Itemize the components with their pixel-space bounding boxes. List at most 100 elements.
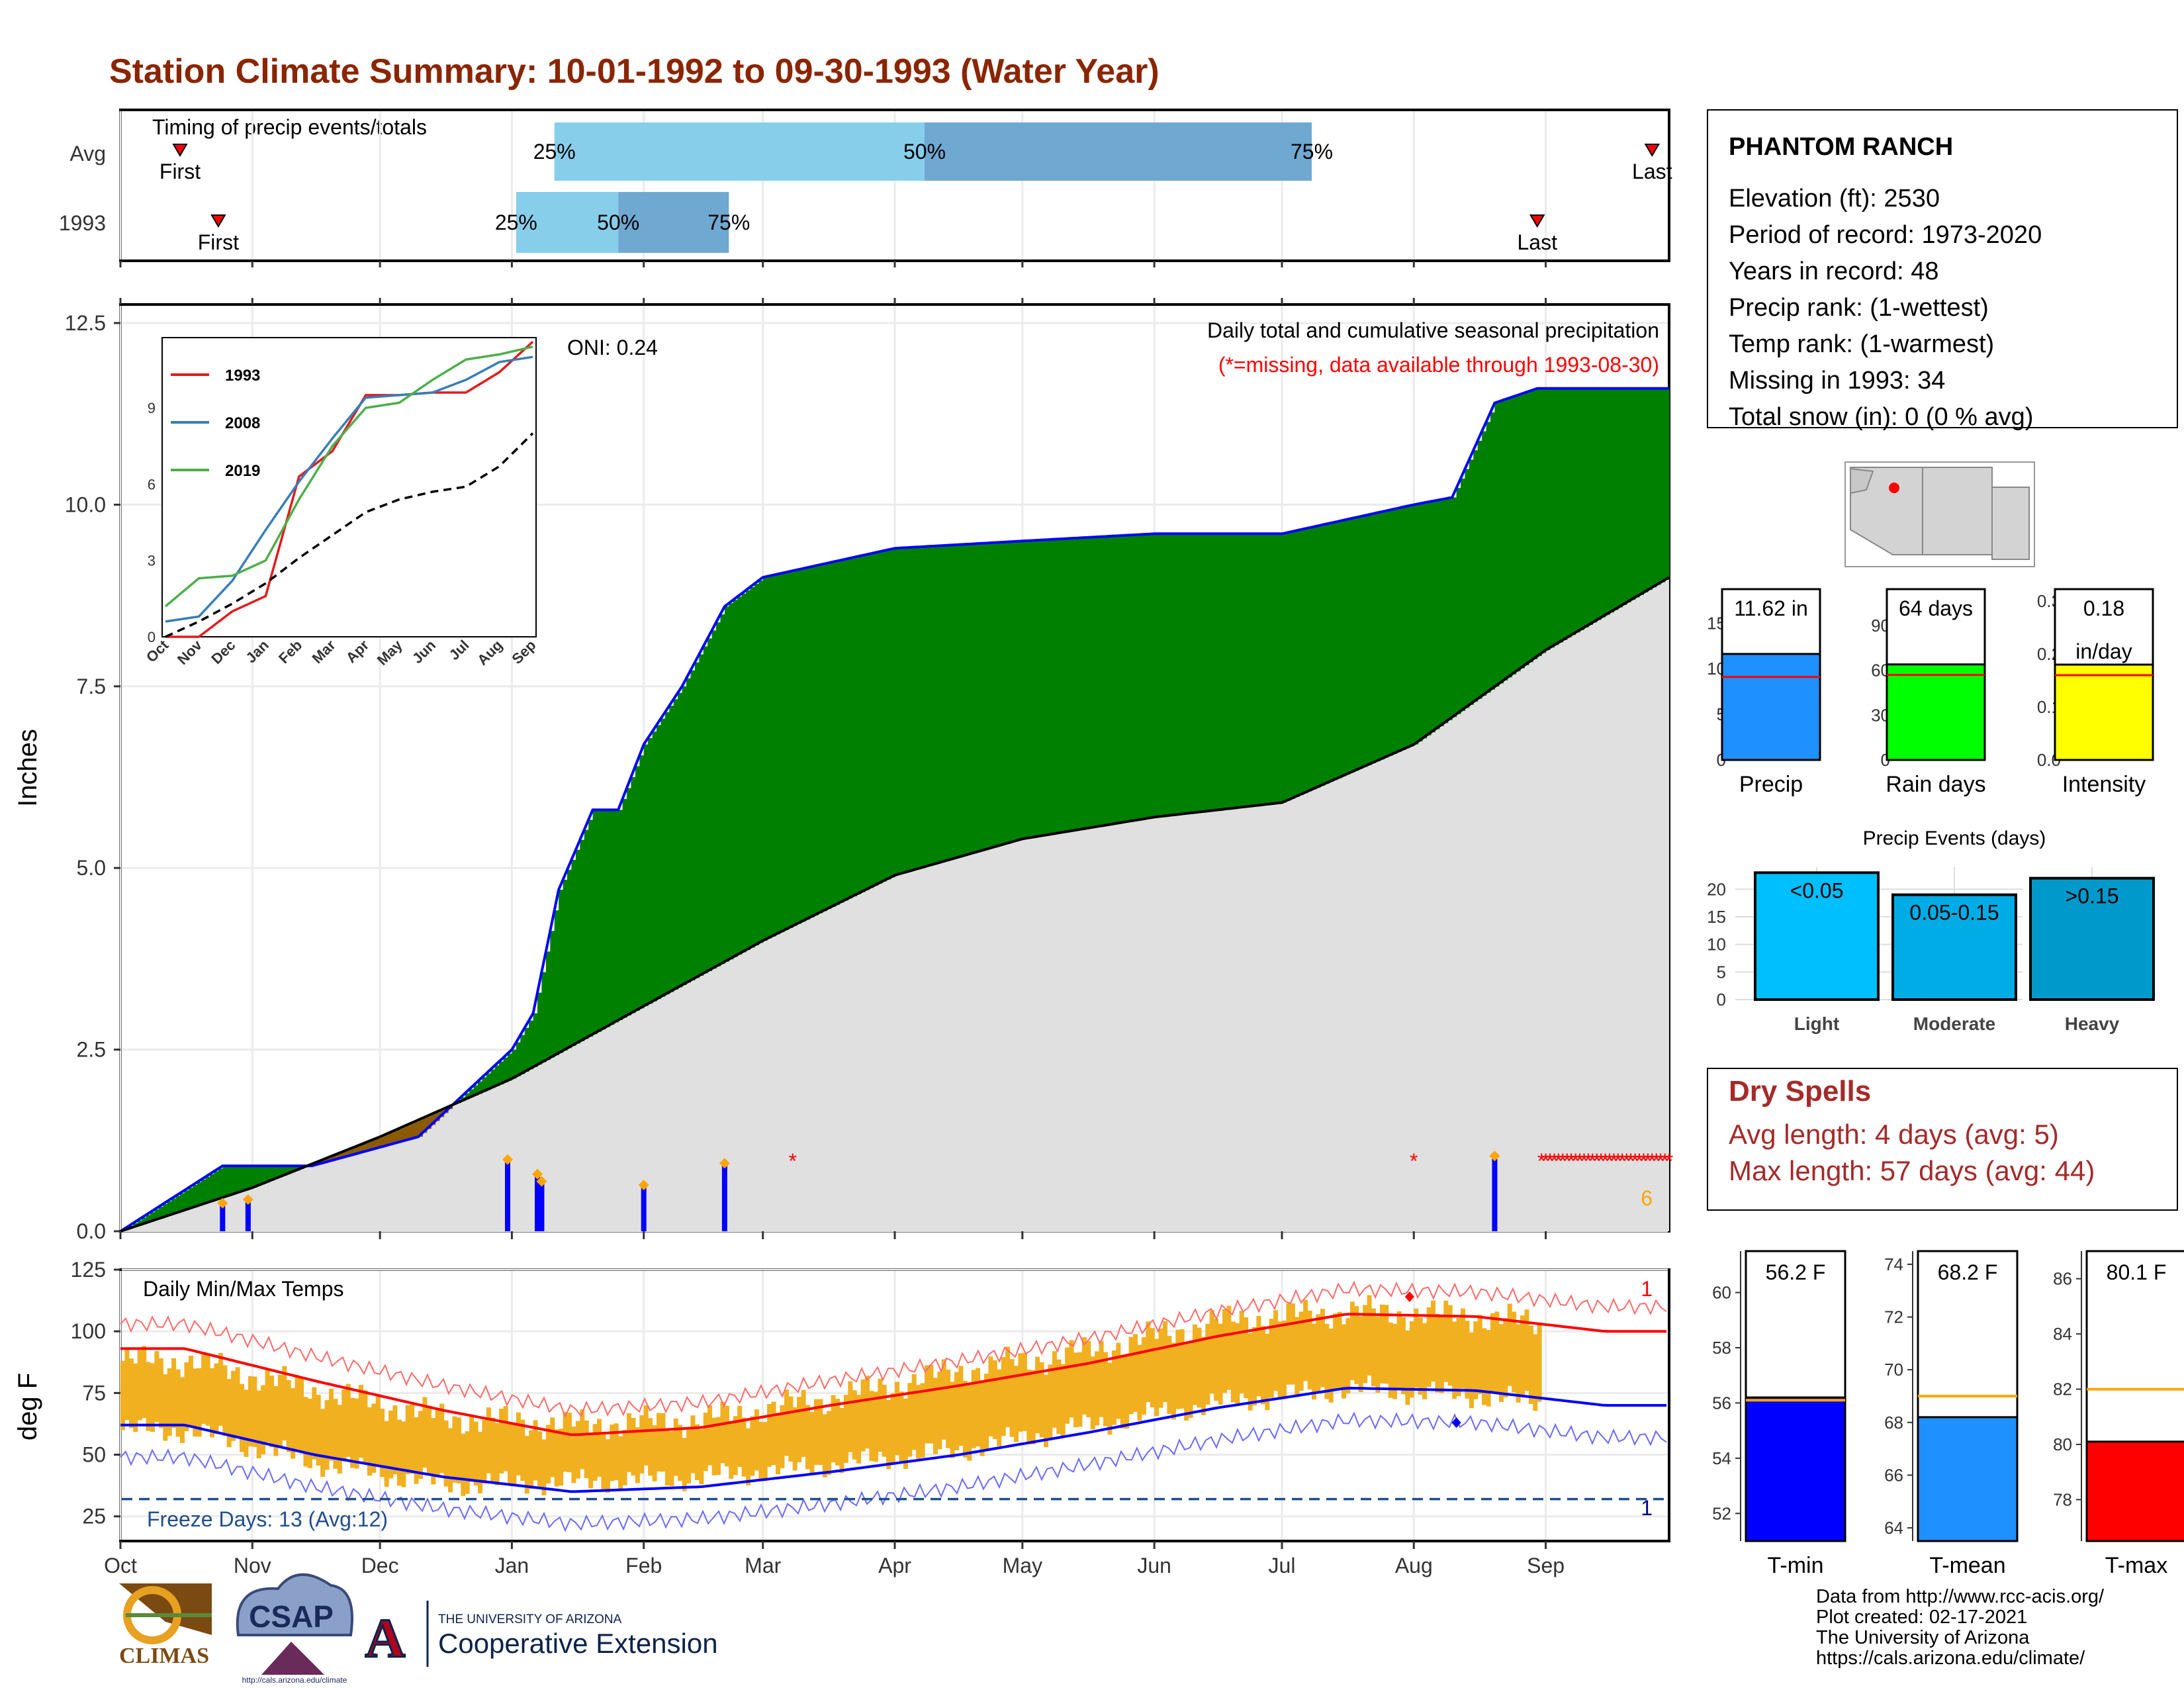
daily-temp-range-bar: [410, 1404, 415, 1474]
daily-temp-range-bar: [1256, 1315, 1261, 1397]
daily-temp-range-bar: [958, 1366, 964, 1446]
precip-heading: Daily total and cumulative seasonal prec…: [1207, 318, 1659, 342]
inset-series-avg: [165, 432, 534, 638]
daily-temp-range-bar: [333, 1399, 338, 1469]
daily-temp-range-bar: [392, 1405, 398, 1475]
cumulative-difference: [720, 614, 725, 964]
daily-temp-range-bar: [750, 1416, 755, 1476]
cumulative-difference: [175, 1196, 181, 1213]
daily-temp-range-bar: [1273, 1310, 1279, 1391]
cumulative-difference: [559, 890, 564, 1053]
daily-temp-range-bar: [1069, 1340, 1074, 1418]
cumulative-difference: [490, 1069, 496, 1088]
cumulative-difference: [1077, 538, 1083, 830]
timing-title: Timing of precip events/totals: [152, 115, 427, 139]
missing-marker: *: [1584, 1149, 1592, 1173]
timing-1993-q1-bar: [516, 192, 619, 253]
daily-temp-range-bar: [1320, 1309, 1325, 1387]
cumulative-difference: [1647, 388, 1653, 590]
cumulative-difference: [1498, 401, 1504, 684]
cumulative-difference: [1035, 540, 1040, 837]
month-tick-label: May: [1003, 1554, 1042, 1577]
cumulative-difference: [831, 562, 836, 907]
daily-temp-range-bar: [1039, 1362, 1044, 1438]
cumulative-difference: [1333, 522, 1338, 780]
daily-temp-range-bar: [154, 1351, 159, 1423]
cumulative-difference: [664, 712, 670, 995]
daily-temp-range-bar: [1363, 1305, 1368, 1383]
cumulative-difference: [660, 718, 666, 997]
cumulative-difference: [1656, 388, 1661, 585]
cumulative-difference: [997, 542, 1002, 847]
cumulative-difference: [1443, 498, 1449, 724]
cumulative-difference: [818, 565, 823, 914]
credit-line-1: Data from http://www.rcc-acis.org/: [1816, 1586, 2105, 1607]
daily-temp-range-bar: [720, 1401, 725, 1464]
daily-temp-range-bar: [1533, 1334, 1538, 1411]
events-bar-label: Light: [1794, 1013, 1839, 1034]
cumulative-difference: [597, 810, 602, 1032]
cumulative-difference: [1328, 523, 1334, 782]
cumulative-difference: [1580, 388, 1584, 630]
daily-temp-range-bar: [729, 1421, 734, 1479]
cumulative-difference: [1426, 502, 1432, 735]
inset-y-tick: 3: [148, 553, 156, 569]
cumulative-difference: [142, 1217, 147, 1225]
daily-temp-range-bar: [1342, 1324, 1346, 1399]
cumulative-difference: [226, 1166, 232, 1196]
daily-temp-range-bar: [992, 1360, 997, 1439]
cumulative-difference: [218, 1168, 223, 1199]
daily-temp-range-bar: [584, 1420, 589, 1478]
cumulative-difference: [1001, 542, 1006, 845]
daily-temp-range-bar: [1163, 1321, 1167, 1402]
daily-temp-range-bar: [1494, 1311, 1500, 1392]
daily-temp-range-bar: [520, 1419, 525, 1481]
daily-temp-range-bar: [231, 1370, 236, 1441]
cumulative-difference: [984, 543, 989, 850]
missing-marker: *: [788, 1149, 796, 1173]
precip-events-chart: Precip Events (days) 0 5 10 15 20 <0.05 Light 0.…: [1707, 827, 2155, 1034]
cumulative-difference: [193, 1185, 198, 1207]
cumulative-difference: [1664, 388, 1670, 580]
daily-temp-range-bar: [482, 1419, 487, 1483]
cumulative-difference: [724, 606, 729, 962]
summary-bar-label: Intensity: [2062, 772, 2146, 797]
daily-temp-range-bar: [758, 1421, 764, 1481]
cumulative-difference: [788, 571, 794, 928]
daily-temp-range-bar: [954, 1372, 959, 1450]
cumulative-difference: [350, 1149, 355, 1156]
cumulative-difference: [856, 557, 862, 894]
cumulative-difference: [682, 686, 687, 985]
cumulative-difference: [1409, 505, 1414, 747]
cumulative-difference: [1260, 534, 1265, 806]
credit-line-4: https://cals.arizona.edu/climate/: [1816, 1648, 2085, 1669]
cumulative-difference: [1414, 504, 1419, 745]
cumulative-difference: [1473, 450, 1479, 702]
csap-logo: CSAP http://cals.arizona.edu/climate: [236, 1573, 353, 1685]
events-y-tick: 15: [1707, 907, 1726, 927]
daily-temp-range-bar: [686, 1428, 691, 1483]
daily-temp-range-bar: [1439, 1315, 1444, 1393]
cumulative-difference: [992, 542, 997, 848]
daily-temp-range-bar: [1218, 1323, 1223, 1405]
cumulative-difference: [392, 1131, 398, 1144]
daily-temp-range-bar: [882, 1384, 887, 1457]
temp-summary-y-tick: 82: [2053, 1380, 2072, 1399]
cumulative-difference: [958, 544, 964, 857]
month-tick-label: Feb: [625, 1554, 662, 1577]
daily-temp-range-bar: [388, 1410, 393, 1479]
cumulative-difference: [767, 576, 772, 939]
cumulative-difference: [754, 583, 759, 945]
inset-series-2008: [165, 355, 533, 623]
cumulative-difference: [180, 1193, 185, 1212]
station-info-line: Temp rank: (1-warmest): [1729, 330, 1994, 358]
temp-summary-label: T-mean: [1929, 1553, 2005, 1578]
daily-temp-range-bar: [559, 1429, 564, 1486]
missing-marker: *: [1410, 1149, 1418, 1173]
daily-temp-range-bar: [1396, 1311, 1402, 1389]
missing-marker: *: [1563, 1149, 1570, 1173]
daily-temp-range-bar: [1009, 1359, 1015, 1437]
cumulative-difference: [1490, 412, 1495, 690]
daily-temp-range-bar: [1498, 1324, 1504, 1402]
cumulative-difference: [643, 744, 649, 1006]
